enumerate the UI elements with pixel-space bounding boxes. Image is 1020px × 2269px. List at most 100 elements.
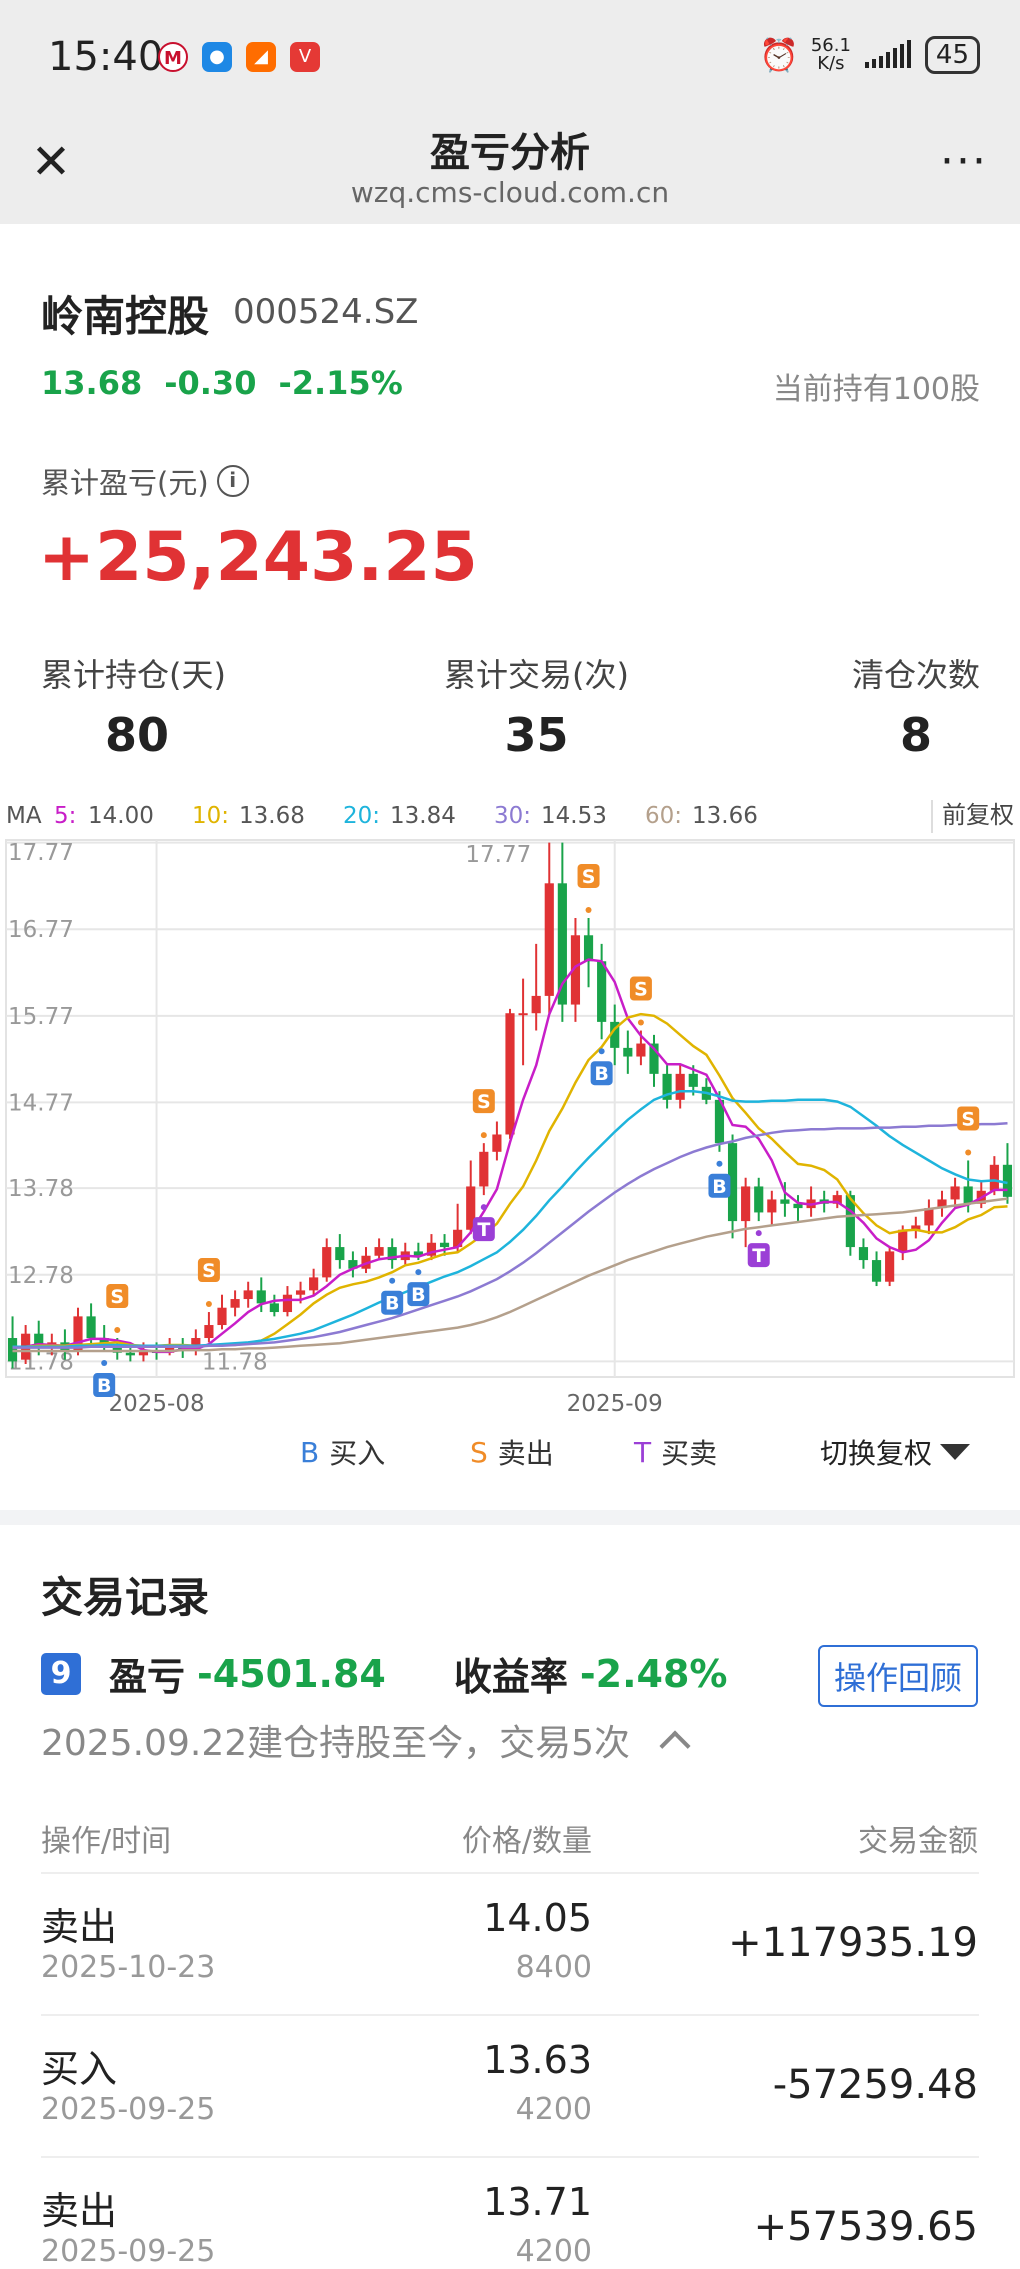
candle-body <box>518 1013 528 1016</box>
candle-body <box>688 1073 698 1087</box>
candle-body <box>754 1186 764 1213</box>
ma-value: 13.66 <box>692 803 758 829</box>
chevron-up-icon[interactable] <box>659 1730 691 1762</box>
candle-body <box>387 1247 397 1261</box>
candle-body <box>256 1290 266 1304</box>
candle-body <box>374 1247 384 1256</box>
records-subtitle[interactable]: 2025.09.22建仓持股至今，交易5次 <box>41 1714 691 1766</box>
candle-body <box>610 1021 620 1048</box>
marker-dot <box>716 1160 723 1167</box>
candle-body <box>885 1251 895 1282</box>
pnl-label: 累计盈亏(元) i <box>41 460 249 502</box>
ma-label: 60: <box>645 803 682 829</box>
nav-bar: ✕ 盈亏分析 wzq.cms-cloud.com.cn ··· <box>0 120 1020 224</box>
stat-holding-days: 累计持仓(天) 80 <box>41 656 226 762</box>
candle-body <box>243 1290 253 1300</box>
candle-body <box>230 1299 240 1308</box>
stock-quote: 13.68 -0.30 -2.15% <box>41 364 403 402</box>
marker-dot <box>480 1132 487 1139</box>
candle-body <box>950 1186 960 1200</box>
ma-line <box>12 1121 1008 1349</box>
legend-sell: S 卖出 <box>470 1435 554 1471</box>
candle-body <box>597 961 607 1022</box>
candle-body <box>531 995 541 1014</box>
records-pnl: -4501.84 <box>197 1651 386 1696</box>
candle-body <box>125 1352 135 1356</box>
marker-letter: T <box>477 1219 490 1241</box>
news-app-icon: ◢ <box>246 42 276 72</box>
shopping-app-icon: V <box>290 42 320 72</box>
candle-body <box>832 1195 842 1204</box>
close-icon[interactable]: ✕ <box>30 134 72 190</box>
marker-letter: T <box>752 1245 765 1267</box>
candle-body <box>989 1164 999 1191</box>
more-icon[interactable]: ··· <box>940 136 988 187</box>
review-button[interactable]: 操作回顾 <box>817 1645 978 1707</box>
x-tick-label: 2025-08 <box>108 1391 204 1415</box>
candle-body <box>924 1208 934 1226</box>
candle-body <box>544 883 554 996</box>
legend-trade: T 买卖 <box>634 1435 718 1471</box>
records-title: 交易记录 <box>41 1573 210 1622</box>
marker-dot <box>114 1327 121 1334</box>
marker-box <box>708 1173 731 1198</box>
marker-dot <box>585 906 592 913</box>
switch-adjust-button[interactable]: 切换复权 <box>820 1432 970 1472</box>
kline-chart[interactable]: MA 5: 14.00 10: 13.68 20: 13.84 30: 14.53 60: 13.6… <box>0 795 1020 1415</box>
marker-dot <box>637 1019 644 1026</box>
x-tick-label: 2025-09 <box>567 1391 663 1415</box>
marker-box <box>407 1282 430 1307</box>
status-bar: 15:40 M ● ◢ V ⏰ 56.1 K/s 45 <box>0 0 1020 120</box>
bank-app-icon: M <box>158 42 188 72</box>
marker-dot <box>965 1149 972 1156</box>
candle-body <box>741 1186 751 1222</box>
candle-body <box>73 1316 83 1352</box>
col-header-op: 操作/时间 <box>41 1824 172 1859</box>
candle-body <box>583 935 594 962</box>
info-icon[interactable]: i <box>216 465 249 497</box>
marker-letter: S <box>634 979 648 1001</box>
stat-trade-count: 累计交易(次) 35 <box>444 656 629 762</box>
marker-box <box>106 1284 129 1309</box>
marker-box <box>577 863 600 888</box>
marker-dot <box>598 1048 605 1055</box>
status-right: ⏰ 56.1 K/s 45 <box>759 36 980 74</box>
candle-body <box>413 1251 423 1256</box>
alarm-icon: ⏰ <box>758 36 799 74</box>
ma-label: 20: <box>343 803 380 829</box>
candle-body <box>439 1242 450 1248</box>
pnl-value: +25,243.25 <box>38 518 478 597</box>
candle-body <box>557 883 567 1005</box>
battery-icon: 45 <box>924 36 980 74</box>
stat-clear-count: 清仓次数 8 <box>851 656 980 762</box>
candle-body <box>335 1247 345 1261</box>
marker-box <box>629 976 652 1001</box>
ma-value: 13.84 <box>390 803 456 829</box>
candle-body <box>937 1199 947 1209</box>
status-app-icons: M ● ◢ V <box>158 42 320 72</box>
ma-value: 14.53 <box>541 803 607 829</box>
max-price-label: 17.77 <box>465 842 531 868</box>
candle-body <box>112 1346 122 1353</box>
candle-body <box>623 1047 633 1057</box>
candle-body <box>911 1225 921 1230</box>
y-tick-label: 16.77 <box>8 917 74 943</box>
marker-box <box>957 1106 980 1131</box>
candle-body <box>295 1290 306 1295</box>
candle-body <box>636 1043 646 1057</box>
marker-letter: B <box>385 1293 399 1315</box>
y-tick-label: 14.77 <box>8 1090 74 1116</box>
candle-body <box>898 1229 908 1252</box>
candle-body <box>662 1073 672 1100</box>
candle-body <box>269 1303 279 1313</box>
candle-body <box>165 1346 175 1353</box>
marker-letter: B <box>411 1284 425 1306</box>
marker-dot <box>415 1269 422 1276</box>
ma-value: 13.68 <box>239 803 305 829</box>
y-tick-label: 17.77 <box>8 840 74 866</box>
marker-box <box>472 1089 495 1114</box>
y-tick-label: 11.78 <box>8 1349 74 1375</box>
candle-body <box>282 1294 293 1313</box>
section-divider <box>0 1510 1020 1525</box>
candle-body <box>845 1195 855 1248</box>
